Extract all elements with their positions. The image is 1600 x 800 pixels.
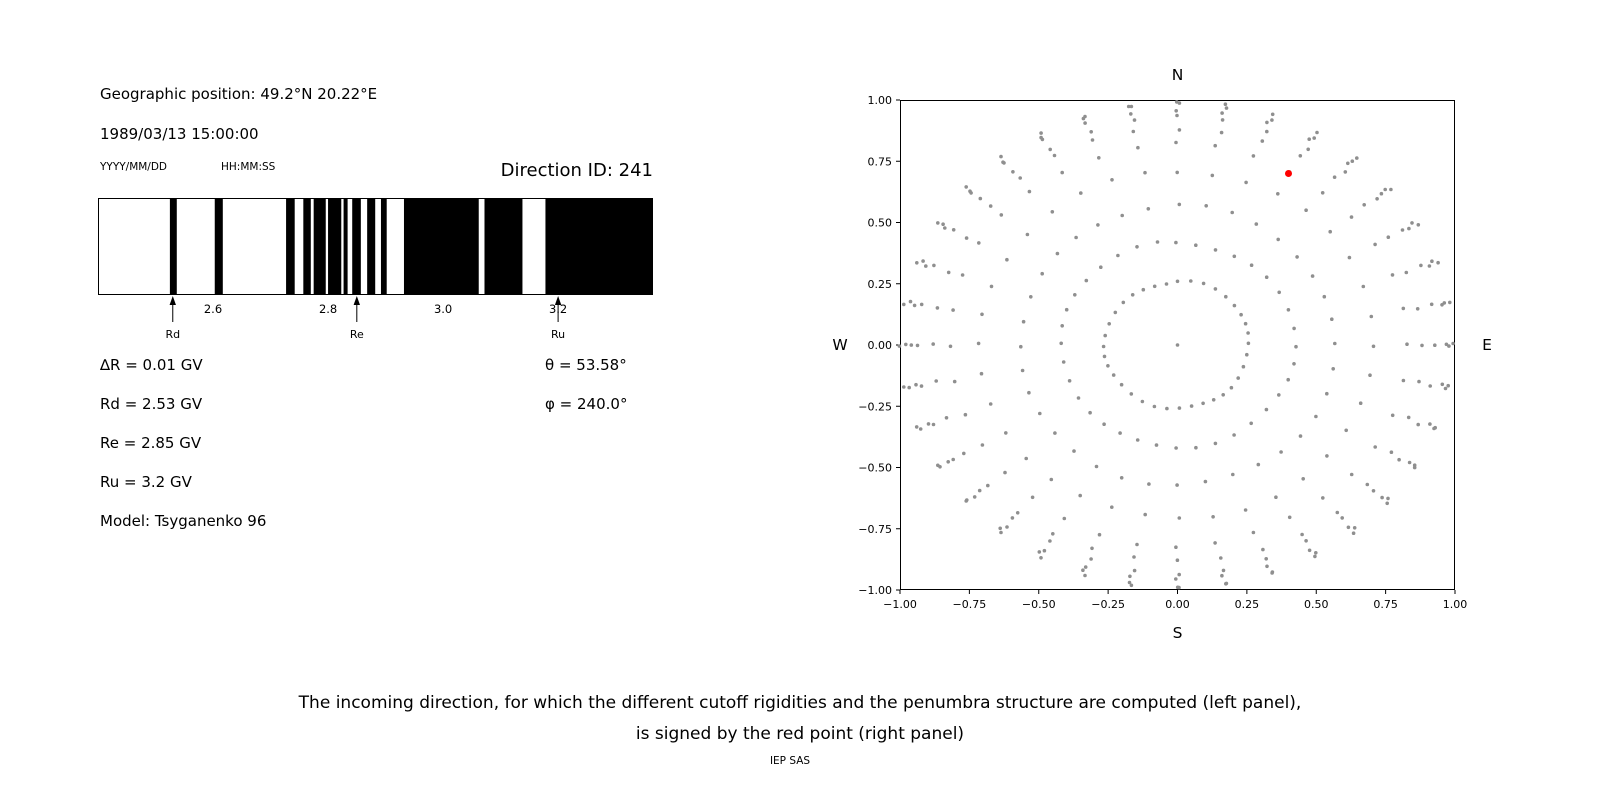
svg-text:0.25: 0.25 [1235, 598, 1260, 611]
svg-text:E: E [1482, 336, 1492, 354]
svg-text:Re: Re [350, 328, 364, 341]
svg-text:−0.75: −0.75 [953, 598, 987, 611]
param-rd: Rd = 2.53 GV [100, 395, 203, 413]
svg-text:2.8: 2.8 [319, 302, 337, 316]
geographic-position-text: Geographic position: 49.2°N 20.22°E [100, 85, 378, 103]
svg-text:0.75: 0.75 [868, 155, 893, 168]
svg-text:0.00: 0.00 [868, 339, 893, 352]
svg-text:−0.25: −0.25 [1091, 598, 1125, 611]
svg-text:−0.50: −0.50 [858, 462, 892, 475]
svg-text:0.25: 0.25 [868, 278, 893, 291]
svg-text:−0.50: −0.50 [1022, 598, 1056, 611]
svg-text:0.50: 0.50 [868, 217, 893, 230]
svg-text:−1.00: −1.00 [858, 584, 892, 597]
time-format-label: HH:MM:SS [221, 161, 276, 173]
param-delta-r: ∆R = 0.01 GV [100, 356, 203, 374]
caption-line-1: The incoming direction, for which the di… [298, 693, 1302, 713]
svg-text:−1.00: −1.00 [883, 598, 917, 611]
caption-line-2: is signed by the red point (right panel) [635, 724, 965, 744]
svg-text:1.00: 1.00 [1443, 598, 1468, 611]
svg-text:0.75: 0.75 [1373, 598, 1398, 611]
direction-grid-plot: −1.00 −0.75 −0.50 −0.25 0.00 0.25 0.50 0.75 1.00… [832, 66, 1492, 642]
date-format-label: YYYY/MM/DD [100, 161, 168, 173]
svg-text:S: S [1173, 624, 1183, 642]
datetime-text: 1989/03/13 15:00:00 [100, 125, 259, 143]
direction-id-label: Direction ID: 241 [500, 160, 653, 181]
param-ru: Ru = 3.2 GV [100, 473, 192, 491]
svg-text:0.00: 0.00 [1165, 598, 1190, 611]
param-phi: φ = 240.0° [545, 395, 628, 413]
svg-text:0.50: 0.50 [1304, 598, 1329, 611]
svg-text:1.00: 1.00 [868, 94, 893, 107]
svg-text:W: W [832, 336, 847, 354]
svg-text:Ru: Ru [551, 328, 565, 341]
svg-text:−0.75: −0.75 [858, 523, 892, 536]
param-re: Re = 2.85 GV [100, 434, 202, 452]
svg-text:N: N [1172, 66, 1184, 84]
svg-text:−0.25: −0.25 [858, 400, 892, 413]
param-theta: θ = 53.58° [545, 356, 627, 374]
incoming-direction-red-point [1285, 170, 1292, 177]
svg-text:3.0: 3.0 [434, 302, 452, 316]
svg-text:Rd: Rd [165, 328, 180, 341]
param-model: Model: Tsyganenko 96 [100, 512, 267, 530]
figure-caption: The incoming direction, for which the di… [0, 688, 1600, 750]
svg-text:2.6: 2.6 [204, 302, 222, 316]
penumbra-plot: 2.6 2.8 3.0 3.2Rd Re Ru [98, 198, 653, 341]
credit-text: IEP SAS [769, 755, 811, 767]
